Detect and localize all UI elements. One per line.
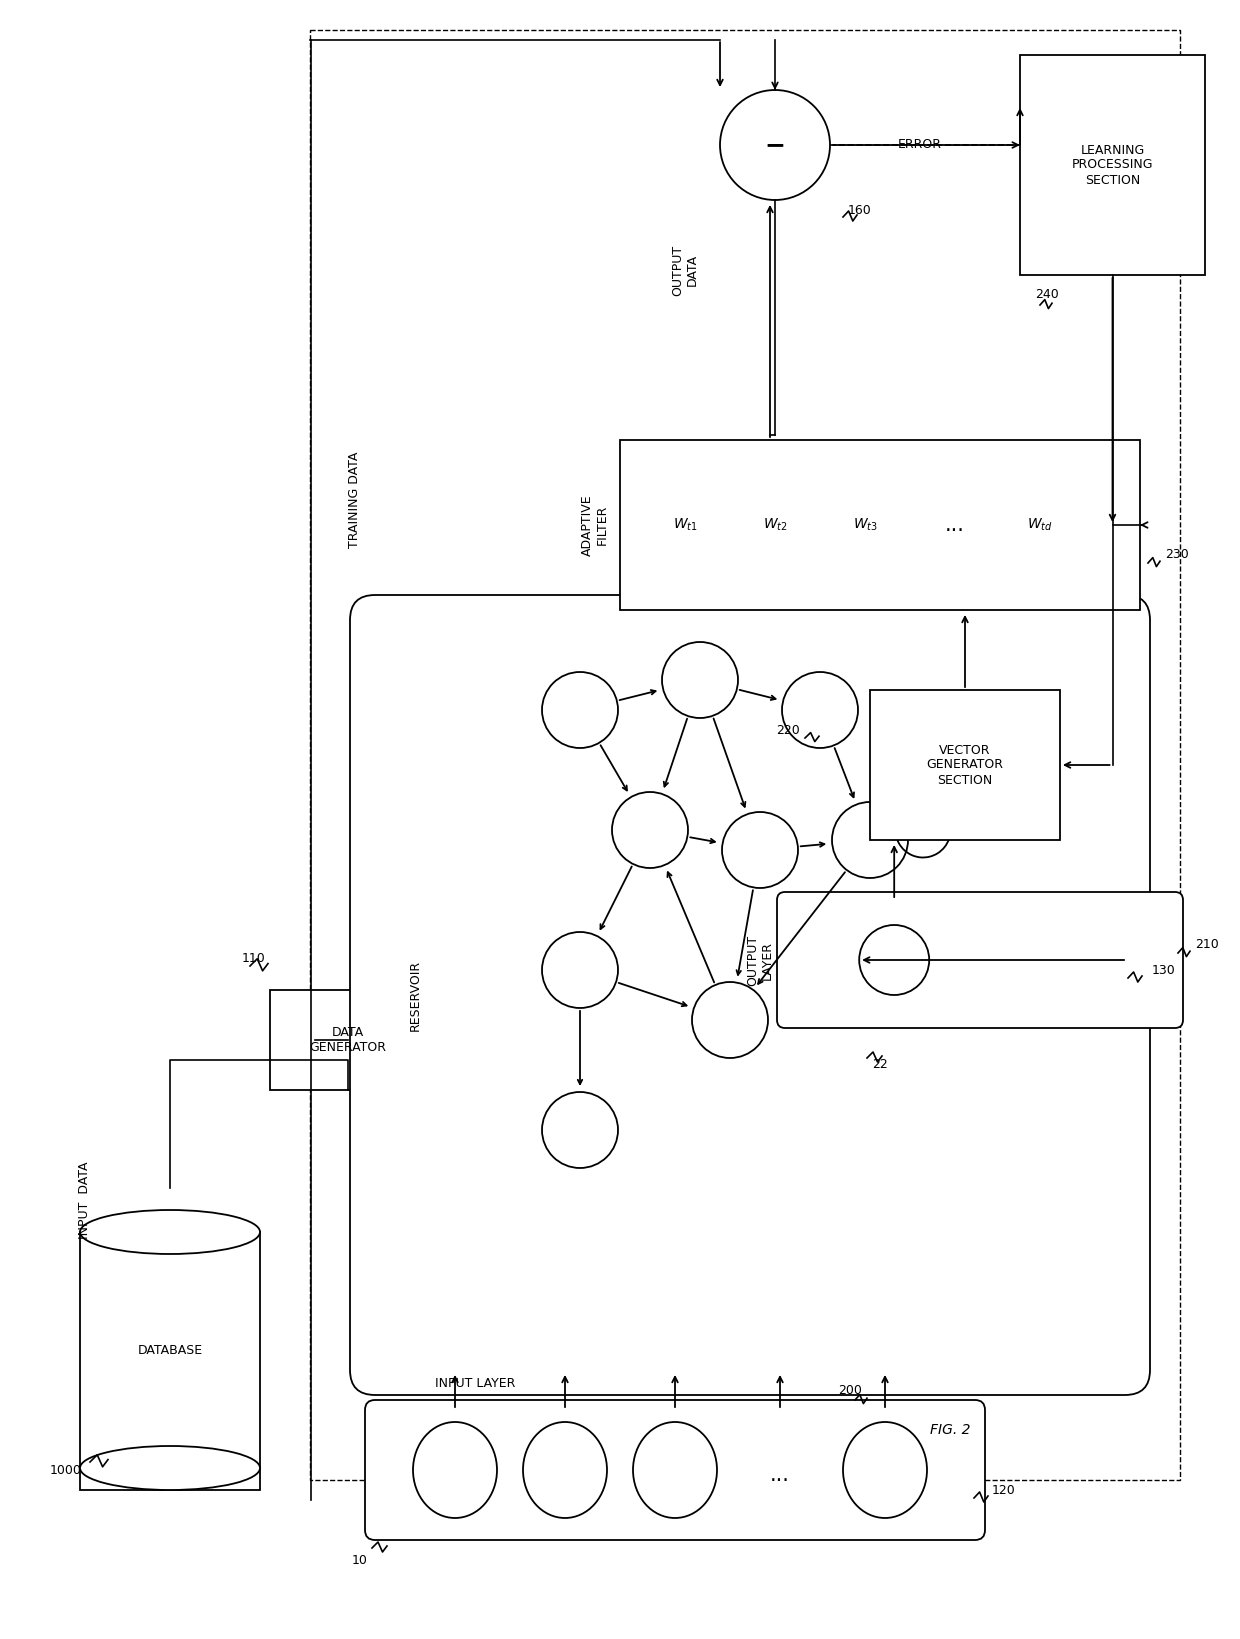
Text: 160: 160 <box>848 203 872 216</box>
Circle shape <box>692 982 768 1059</box>
Ellipse shape <box>413 1423 497 1518</box>
Circle shape <box>782 672 858 747</box>
Circle shape <box>662 642 738 718</box>
Text: INPUT  DATA: INPUT DATA <box>78 1162 92 1239</box>
Ellipse shape <box>81 1446 260 1490</box>
Text: ...: ... <box>770 1465 790 1485</box>
Bar <box>870 690 1060 841</box>
Text: 210: 210 <box>1195 939 1219 952</box>
Text: $W_{t2}$: $W_{t2}$ <box>763 516 787 533</box>
Text: 220: 220 <box>776 723 800 736</box>
Text: $W_{td}$: $W_{td}$ <box>1027 516 1053 533</box>
Text: FIG. 2: FIG. 2 <box>930 1423 970 1437</box>
Text: OUTPUT
LAYER: OUTPUT LAYER <box>746 934 774 985</box>
Text: VECTOR
GENERATOR
SECTION: VECTOR GENERATOR SECTION <box>926 744 1003 787</box>
Text: DATABASE: DATABASE <box>138 1344 202 1357</box>
Circle shape <box>613 792 688 869</box>
Circle shape <box>722 811 799 888</box>
FancyBboxPatch shape <box>350 595 1149 1395</box>
Circle shape <box>542 672 618 747</box>
Circle shape <box>720 90 830 200</box>
Text: LEARNING
PROCESSING
SECTION: LEARNING PROCESSING SECTION <box>1071 144 1153 187</box>
Text: $W_{t3}$: $W_{t3}$ <box>853 516 878 533</box>
Circle shape <box>542 933 618 1008</box>
Text: 120: 120 <box>992 1483 1016 1496</box>
Text: 240: 240 <box>1035 288 1059 302</box>
FancyBboxPatch shape <box>365 1400 985 1541</box>
Circle shape <box>542 1092 618 1169</box>
Ellipse shape <box>81 1210 260 1254</box>
Text: 230: 230 <box>1166 549 1189 562</box>
Ellipse shape <box>632 1423 717 1518</box>
Text: $W_{t1}$: $W_{t1}$ <box>672 516 697 533</box>
Ellipse shape <box>843 1423 928 1518</box>
Bar <box>81 1233 260 1490</box>
Text: 1000: 1000 <box>50 1464 82 1477</box>
Text: ADAPTIVE
FILTER: ADAPTIVE FILTER <box>582 495 609 556</box>
Bar <box>620 439 1140 610</box>
Circle shape <box>859 924 929 995</box>
Text: 130: 130 <box>1152 964 1176 977</box>
Text: INPUT LAYER: INPUT LAYER <box>435 1377 515 1390</box>
Text: −: − <box>765 133 785 157</box>
Text: 110: 110 <box>242 952 265 964</box>
Text: TRAINING DATA: TRAINING DATA <box>348 452 362 547</box>
Bar <box>270 990 425 1090</box>
Text: 200: 200 <box>838 1383 862 1396</box>
Text: DATA
GENERATOR: DATA GENERATOR <box>309 1026 386 1054</box>
Text: ERROR: ERROR <box>898 139 942 151</box>
Text: OUTPUT
DATA: OUTPUT DATA <box>671 244 699 295</box>
Circle shape <box>832 801 908 879</box>
Text: 10: 10 <box>352 1554 368 1567</box>
Text: ...: ... <box>945 515 965 534</box>
Text: RESERVOIR: RESERVOIR <box>408 959 422 1031</box>
Bar <box>1021 56 1205 275</box>
Text: 22: 22 <box>872 1059 888 1072</box>
Ellipse shape <box>523 1423 608 1518</box>
Bar <box>310 30 1180 1480</box>
FancyBboxPatch shape <box>777 892 1183 1028</box>
